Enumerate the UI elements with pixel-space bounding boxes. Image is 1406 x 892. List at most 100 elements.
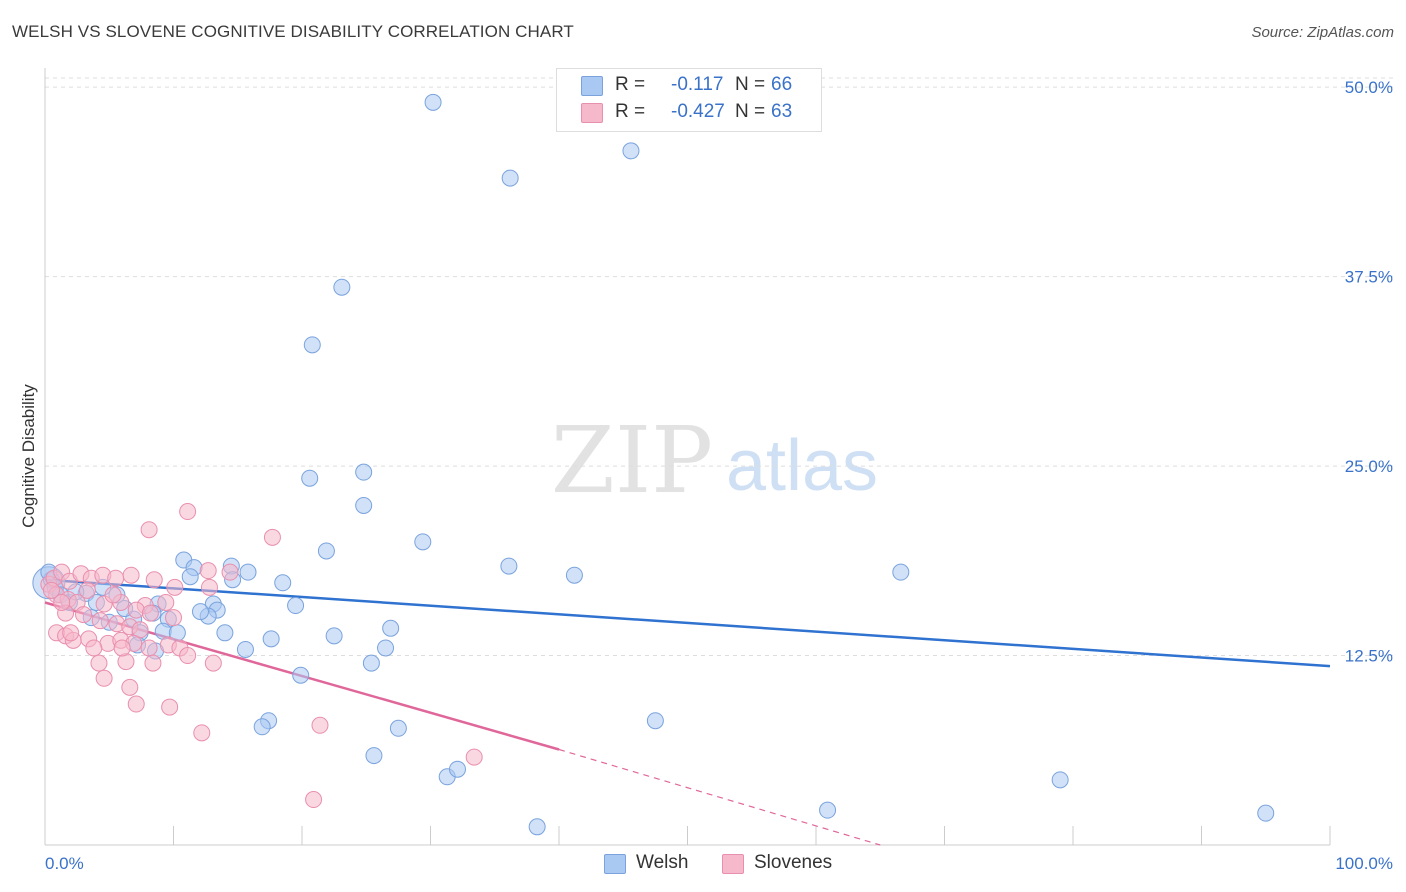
data-points [32, 93, 1275, 836]
welsh-point [355, 463, 373, 481]
slovene-point [42, 581, 60, 599]
welsh-point [382, 619, 400, 637]
slovene-point [199, 562, 217, 580]
legend-label-welsh: Welsh [636, 852, 689, 873]
welsh-point [414, 533, 432, 551]
watermark-zip: ZIP [551, 407, 713, 514]
chart-title: WELSH VS SLOVENE COGNITIVE DISABILITY CO… [12, 22, 574, 41]
slovene-point [121, 678, 139, 696]
welsh-point [1051, 771, 1069, 789]
slovene-point [145, 571, 163, 589]
welsh-point [239, 563, 257, 581]
y-tick-label: 50.0% [1345, 78, 1393, 97]
welsh-point [253, 718, 271, 736]
slovene-point [62, 624, 80, 642]
stats-legend: R = -0.117 N = 66 R = -0.427 N = 63 [556, 68, 822, 132]
welsh-point [191, 603, 209, 621]
slovene-point [75, 606, 93, 624]
slovene-swatch [581, 103, 603, 123]
n-value: 66 [771, 74, 793, 95]
welsh-point [646, 712, 664, 730]
slovene-trendline-extension [558, 748, 881, 846]
n-label: N = [735, 74, 766, 95]
welsh-swatch [581, 76, 603, 96]
welsh-point [448, 760, 466, 778]
slovene-point [179, 503, 197, 521]
y-tick-label: 37.5% [1345, 268, 1393, 287]
y-tick-label: 25.0% [1345, 457, 1393, 476]
welsh-point [819, 801, 837, 819]
x-tick-label: 100.0% [1335, 854, 1393, 873]
welsh-point [892, 563, 910, 581]
slovene-point [95, 669, 113, 687]
slovene-point [91, 612, 109, 630]
welsh-point [303, 336, 321, 354]
slovene-point [141, 604, 159, 622]
slovene-point [140, 639, 158, 657]
r-value: -0.117 [671, 74, 724, 95]
slovene-point [193, 724, 211, 742]
welsh-point [622, 142, 640, 160]
slovene-point [127, 695, 145, 713]
welsh-point [528, 818, 546, 836]
slovene-point [221, 563, 239, 581]
slovene-point [200, 578, 218, 596]
welsh-point [216, 624, 234, 642]
slovene-point [166, 578, 184, 596]
slovene-point [465, 748, 483, 766]
slovene-point [144, 654, 162, 672]
welsh-point [377, 639, 395, 657]
legend-label-slovenes: Slovenes [754, 852, 833, 873]
welsh-swatch [604, 854, 626, 874]
welsh-trendline [44, 578, 1331, 668]
x-tick-label: 0.0% [45, 854, 84, 873]
y-tick-label: 12.5% [1345, 647, 1393, 666]
source-label: Source: ZipAtlas.com [1251, 24, 1394, 41]
r-value: -0.427 [671, 101, 725, 122]
slovene-point [161, 698, 179, 716]
slovene-point [90, 654, 108, 672]
slovene-point [165, 609, 182, 627]
axes [44, 68, 1331, 846]
n-value: 63 [771, 101, 793, 122]
welsh-point [274, 574, 292, 592]
slovene-point [179, 647, 197, 665]
welsh-point [317, 542, 335, 560]
y-axis-label: Cognitive Disability [19, 384, 38, 528]
welsh-point [236, 640, 254, 658]
slovene-point [113, 639, 131, 657]
welsh-point [500, 557, 518, 575]
welsh-point [389, 719, 407, 737]
slovene-point [157, 593, 175, 611]
slovene-point [311, 716, 329, 734]
watermark: ZIP atlas [551, 407, 878, 514]
welsh-point [355, 496, 373, 514]
slovene-point [85, 639, 103, 657]
welsh-point [1257, 804, 1275, 822]
welsh-point [301, 469, 319, 487]
welsh-point [292, 666, 310, 684]
welsh-point [365, 747, 383, 765]
slovene-point [204, 654, 222, 672]
n-label: N = [735, 101, 766, 122]
slovene-point [127, 601, 145, 619]
slovene-point [78, 581, 96, 599]
slovene-swatch [722, 854, 744, 874]
slovene-point [104, 586, 122, 604]
slovene-point [131, 621, 149, 639]
slovene-point [263, 528, 281, 546]
welsh-point [565, 566, 583, 584]
welsh-point [262, 630, 280, 648]
tick-labels: 12.5% 25.0% 37.5% 50.0% 0.0% 100.0% [45, 78, 1393, 873]
slovene-point [305, 791, 323, 809]
welsh-point [424, 93, 442, 111]
slovene-point [122, 566, 140, 584]
slovene-point [107, 569, 125, 587]
welsh-point [325, 627, 343, 645]
welsh-point [333, 278, 351, 296]
r-label: R = [615, 74, 646, 95]
slovene-point [140, 521, 158, 539]
welsh-point [287, 597, 305, 615]
welsh-point [181, 568, 199, 586]
